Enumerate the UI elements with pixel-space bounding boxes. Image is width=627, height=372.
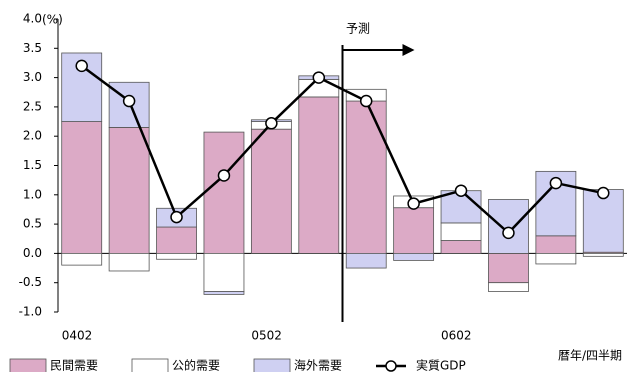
legend-swatch <box>253 358 291 372</box>
y-tick-label: 4.0 <box>23 12 42 26</box>
y-tick-label: 2.0 <box>23 129 42 143</box>
bar-segment <box>488 282 529 292</box>
legend-label: 実質GDP <box>416 358 466 372</box>
bar-segment <box>250 128 292 254</box>
line-marker <box>265 117 278 130</box>
bar-segment <box>393 252 435 261</box>
bar-segment <box>298 96 340 254</box>
bar-segment <box>61 252 103 266</box>
bar-segment <box>203 291 245 295</box>
y-tick-label: 3.5 <box>23 41 42 55</box>
bar-segment <box>535 235 577 254</box>
line-marker <box>122 94 136 108</box>
legend-swatch <box>131 358 169 372</box>
line-marker <box>217 169 231 182</box>
bar-segment <box>61 121 103 254</box>
bar-segment <box>440 222 482 241</box>
bar-segment <box>488 199 529 254</box>
unit-label: (%) <box>42 13 63 27</box>
line-marker <box>407 197 420 210</box>
legend-label: 公的需要 <box>172 358 220 372</box>
bar-segment <box>108 127 150 254</box>
bar-segment <box>582 189 624 253</box>
x-tick-label: 0502 <box>251 329 282 343</box>
bar-segment <box>108 252 150 272</box>
line-marker <box>549 176 563 190</box>
y-tick-label: 0.5 <box>23 217 42 231</box>
bar-segment <box>203 252 245 292</box>
line-marker <box>170 210 183 224</box>
bar-segment <box>393 207 435 254</box>
y-tick-label: 0.0 <box>23 246 42 260</box>
line-marker <box>454 184 468 197</box>
bar-segment <box>156 226 197 254</box>
forecast-arrow-head <box>402 44 415 56</box>
y-tick-label: -1.0 <box>19 305 42 319</box>
legend-marker <box>385 360 397 372</box>
bar-segment <box>345 100 387 254</box>
bar-segment <box>582 252 624 257</box>
legend-label: 民間需要 <box>50 359 98 372</box>
line-marker <box>502 226 515 240</box>
line-marker <box>75 59 88 73</box>
bar-segment <box>203 131 245 254</box>
bar-segment <box>535 252 577 265</box>
line-marker <box>597 186 610 200</box>
legend-label: 海外需要 <box>294 358 342 372</box>
line-marker <box>359 94 373 108</box>
y-tick-label: 1.5 <box>23 158 42 172</box>
bar-segment <box>156 252 197 260</box>
x-tick-label: 0402 <box>62 329 93 343</box>
bar-segment <box>440 240 482 254</box>
y-tick-label: 2.5 <box>23 99 42 113</box>
line <box>80 64 604 235</box>
forecast-label: 予測 <box>346 22 370 36</box>
x-tick-label: 0602 <box>441 329 472 343</box>
x-axis-label: 暦年/四半期 <box>558 349 622 363</box>
y-tick-label: 3.0 <box>23 70 42 84</box>
bar-segment <box>488 252 529 284</box>
bar-segment <box>345 252 387 269</box>
y-tick-label: -0.5 <box>19 275 42 289</box>
legend-swatch <box>9 358 47 372</box>
line-marker <box>312 71 326 84</box>
y-tick-label: 1.0 <box>23 187 42 201</box>
